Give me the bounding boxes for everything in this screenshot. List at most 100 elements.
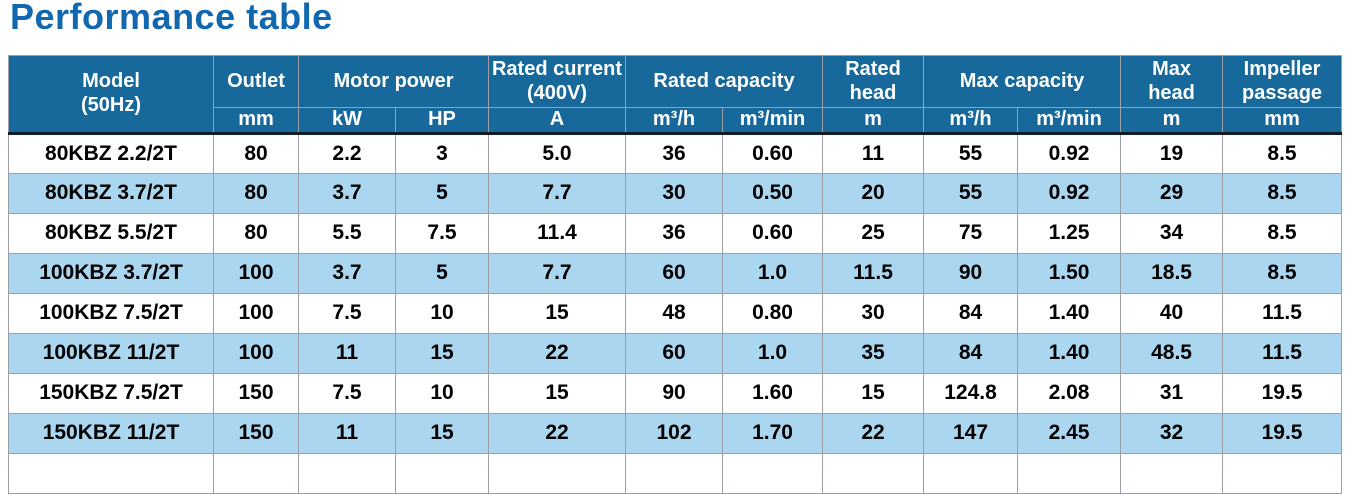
cell-max-m3min: 0.92	[1017, 132, 1122, 174]
col-header-rated-current-line2: (400V)	[526, 81, 588, 104]
cell-model: 150KBZ 7.5/2T	[8, 372, 214, 414]
cell-hp: 5	[395, 252, 489, 294]
cell-max-head-m: 32	[1120, 412, 1224, 454]
table-row: 100KBZ 11/2T 100 11 15 22 60 1.0 35 84 1…	[8, 332, 1343, 374]
cell-kw: 7.5	[298, 372, 396, 414]
cell-outlet-mm: 80	[213, 172, 299, 214]
col-header-model-line2: (50Hz)	[80, 93, 141, 116]
cell-hp: 15	[395, 412, 489, 454]
cell-impeller-mm: 11.5	[1222, 292, 1343, 334]
cell-hp: 10	[395, 292, 489, 334]
cell-outlet-mm: 100	[213, 292, 299, 334]
cell-rated-head-m: 30	[822, 292, 925, 334]
cell-max-m3min: 2.45	[1017, 412, 1122, 454]
cell-current-a: 7.7	[488, 252, 626, 294]
cell-max-head-m: 29	[1120, 172, 1224, 214]
col-header-model: Model (50Hz)	[8, 55, 214, 135]
unit-max-m3h: m³/h	[923, 107, 1019, 135]
cell-hp: 15	[395, 332, 489, 374]
cell-max-head-m: 48.5	[1120, 332, 1224, 374]
col-header-impeller-line1: Impeller	[1243, 57, 1321, 80]
cell-current-a: 7.7	[488, 172, 626, 214]
cell-kw: 11	[298, 332, 396, 374]
cell-kw: 3.7	[298, 252, 396, 294]
cell-rated-m3min: 0.80	[721, 292, 824, 334]
col-header-rated-capacity: Rated capacity	[624, 55, 824, 108]
header-row-units: mm kW HP A m³/h m³/min m m³/h m³/min m m…	[9, 107, 1343, 135]
cell-rated-m3h: 60	[625, 252, 723, 294]
unit-rated-m3min: m³/min	[721, 107, 824, 135]
page-title: Performance table	[10, 0, 333, 37]
unit-max-m3min: m³/min	[1017, 107, 1122, 135]
cell-max-m3min: 1.40	[1017, 292, 1122, 334]
cell-hp: 3	[395, 132, 489, 174]
cell-model: 80KBZ 3.7/2T	[8, 172, 214, 214]
table-row: 150KBZ 7.5/2T 150 7.5 10 15 90 1.60 15 1…	[8, 372, 1343, 414]
cell-current-a: 15	[488, 372, 626, 414]
cell-current-a: 11.4	[488, 212, 626, 254]
cell-max-m3min: 0.92	[1017, 172, 1122, 214]
col-header-max-head-line2: head	[1148, 81, 1195, 104]
cell-current-a: 22	[488, 412, 626, 454]
cell-rated-m3min: 1.60	[721, 372, 824, 414]
unit-motor-hp: HP	[395, 107, 489, 135]
cell-max-m3h: 124.8	[923, 372, 1019, 414]
col-header-max-capacity: Max capacity	[923, 55, 1122, 108]
table-row: 100KBZ 3.7/2T 100 3.7 5 7.7 60 1.0 11.5 …	[8, 252, 1343, 294]
unit-impeller-mm: mm	[1222, 107, 1343, 135]
unit-current-a: A	[488, 107, 626, 135]
cell-rated-m3h: 36	[625, 212, 723, 254]
col-header-rated-head-line1: Rated	[845, 57, 901, 80]
cell-rated-head-m: 20	[822, 172, 925, 214]
cell-current-a: 22	[488, 332, 626, 374]
cell-model: 100KBZ 7.5/2T	[8, 292, 214, 334]
cell-kw: 5.5	[298, 212, 396, 254]
cell-max-head-m: 19	[1120, 132, 1224, 174]
col-header-rated-current-line1: Rated current	[491, 57, 623, 80]
cell-max-head-m: 31	[1120, 372, 1224, 414]
cell-rated-head-m: 11.5	[822, 252, 925, 294]
cell-impeller-mm: 11.5	[1222, 332, 1343, 374]
cell-hp: 7.5	[395, 212, 489, 254]
cell-rated-head-m: 22	[822, 412, 925, 454]
cell-max-head-m: 34	[1120, 212, 1224, 254]
cell-model: 80KBZ 2.2/2T	[8, 132, 214, 174]
col-header-rated-current: Rated current (400V)	[488, 55, 626, 108]
table-row: 100KBZ 7.5/2T 100 7.5 10 15 48 0.80 30 8…	[8, 292, 1343, 334]
cell-max-head-m: 18.5	[1120, 252, 1224, 294]
cell-impeller-mm: 8.5	[1222, 212, 1343, 254]
table-row: 80KBZ 5.5/2T 80 5.5 7.5 11.4 36 0.60 25 …	[8, 212, 1343, 254]
unit-motor-kw: kW	[298, 107, 396, 135]
col-header-max-head: Max head	[1120, 55, 1224, 108]
unit-max-head-m: m	[1120, 107, 1224, 135]
cell-outlet-mm: 80	[213, 212, 299, 254]
cell-hp: 10	[395, 372, 489, 414]
col-header-max-head-line1: Max	[1152, 57, 1191, 80]
table-row-partial	[8, 452, 1343, 494]
cell-model: 150KBZ 11/2T	[8, 412, 214, 454]
cell-current-a: 15	[488, 292, 626, 334]
cell-max-m3h: 90	[923, 252, 1019, 294]
cell-outlet-mm: 100	[213, 252, 299, 294]
cell-impeller-mm: 19.5	[1222, 372, 1343, 414]
cell-max-m3min: 1.40	[1017, 332, 1122, 374]
col-header-motor-power: Motor power	[298, 55, 489, 108]
cell-outlet-mm: 150	[213, 372, 299, 414]
cell-kw: 3.7	[298, 172, 396, 214]
col-header-impeller-line2: passage	[1242, 81, 1323, 104]
cell-max-head-m: 40	[1120, 292, 1224, 334]
col-header-model-line1: Model	[82, 70, 140, 93]
cell-model: 100KBZ 3.7/2T	[8, 252, 214, 294]
cell-outlet-mm: 150	[213, 412, 299, 454]
cell-max-m3h: 75	[923, 212, 1019, 254]
table-row: 80KBZ 3.7/2T 80 3.7 5 7.7 30 0.50 20 55 …	[8, 172, 1343, 214]
cell-impeller-mm: 8.5	[1222, 252, 1343, 294]
col-header-rated-head: Rated head	[822, 55, 925, 108]
cell-kw: 11	[298, 412, 396, 454]
cell-max-m3h: 55	[923, 132, 1019, 174]
cell-rated-head-m: 11	[822, 132, 925, 174]
unit-rated-m3h: m³/h	[625, 107, 723, 135]
cell-impeller-mm: 8.5	[1222, 132, 1343, 174]
cell-impeller-mm: 19.5	[1222, 412, 1343, 454]
table-body: 80KBZ 2.2/2T 80 2.2 3 5.0 36 0.60 11 55 …	[8, 132, 1343, 494]
